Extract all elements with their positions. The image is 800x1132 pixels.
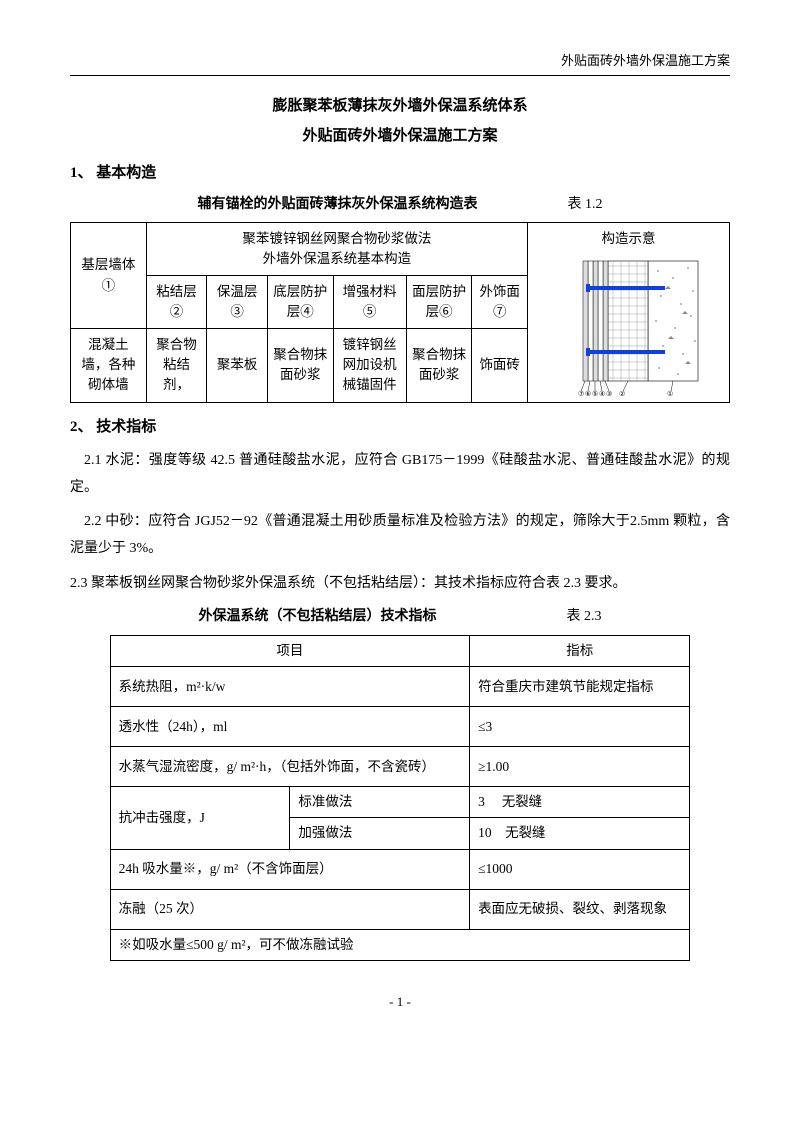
structure-diagram-icon: ⑦ ⑥ ⑤ ④ ③ ② ①: [553, 256, 703, 396]
cell-material-5: 镀锌钢丝网加设机械锚固件: [333, 329, 406, 403]
cell-standard-spec: 3 无裂缝: [470, 787, 690, 818]
cell-permeability: 透水性（24h），ml: [110, 707, 469, 747]
page-footer: - 1 -: [70, 991, 730, 1013]
cell-reinforced-method: 加强做法: [290, 818, 470, 849]
page-header: 外贴面砖外墙外保温施工方案: [70, 50, 730, 76]
cell-reinforced-spec: 10 无裂缝: [470, 818, 690, 849]
table-2-number: 表 2.3: [566, 605, 601, 629]
svg-text:③: ③: [606, 390, 612, 396]
table-row: 系统热阻，m²·k/w 符合重庆市建筑节能规定指标: [110, 667, 690, 707]
cell-diagram: 构造示意: [527, 223, 729, 402]
svg-text:④: ④: [599, 390, 605, 396]
cell-freeze-spec: 表面应无破损、裂纹、剥落现象: [470, 889, 690, 929]
table-row: 冻融（25 次） 表面应无破损、裂纹、剥落现象: [110, 889, 690, 929]
cell-material-3: 聚苯板: [207, 329, 268, 403]
table-1-number: 表 1.2: [568, 193, 603, 217]
cell-thermal-resistance: 系统热阻，m²·k/w: [110, 667, 469, 707]
svg-text:①: ①: [667, 390, 673, 396]
table-2-caption-row: 外保温系统（不包括粘结层）技术指标 表 2.3: [110, 605, 691, 629]
table-row: 项目 指标: [110, 635, 690, 666]
section-2-heading: 2、 技术指标: [70, 415, 730, 441]
paragraph-2-2: 2.2 中砂：应符合 JGJ52－92《普通混凝土用砂质量标准及检验方法》的规定…: [70, 509, 730, 562]
cell-material-6: 聚合物抹面砂浆: [406, 329, 472, 403]
svg-text:②: ②: [619, 390, 625, 396]
cell-vapor-density: 水蒸气湿流密度，g/ m²·h，（包括外饰面，不含瓷砖）: [110, 747, 469, 787]
section-1-heading: 1、 基本构造: [70, 161, 730, 187]
table-row: 基层墙体① 聚苯镀锌钢丝网聚合物砂浆做法 外墙外保温系统基本构造 构造示意: [71, 223, 730, 276]
cell-material-7: 饰面砖: [472, 329, 528, 403]
structure-table: 基层墙体① 聚苯镀锌钢丝网聚合物砂浆做法 外墙外保温系统基本构造 构造示意: [70, 222, 730, 402]
cell-layer-5: 增强材料⑤: [333, 276, 406, 329]
cell-permeability-spec: ≤3: [470, 707, 690, 747]
cell-wall-type: 混凝土墙，各种砌体墙: [71, 329, 147, 403]
cell-layer-2: 粘结层②: [146, 276, 207, 329]
spec-table: 项目 指标 系统热阻，m²·k/w 符合重庆市建筑节能规定指标 透水性（24h）…: [110, 635, 691, 961]
paragraph-2-1: 2.1 水泥：强度等级 42.5 普通硅酸盐水泥，应符合 GB175－1999《…: [70, 448, 730, 501]
table-row: 透水性（24h），ml ≤3: [110, 707, 690, 747]
cell-note: ※如吸水量≤500 g/ m²，可不做冻融试验: [110, 929, 690, 960]
svg-text:⑥: ⑥: [585, 390, 591, 396]
cell-water-spec: ≤1000: [470, 849, 690, 889]
cell-layer-6: 面层防护层⑥: [406, 276, 472, 329]
cell-thermal-spec: 符合重庆市建筑节能规定指标: [470, 667, 690, 707]
cell-material-2: 聚合物粘结剂，: [146, 329, 207, 403]
cell-layer-3: 保温层③: [207, 276, 268, 329]
cell-water-absorption: 24h 吸水量※，g/ m²（不含饰面层）: [110, 849, 469, 889]
table-row: 24h 吸水量※，g/ m²（不含饰面层） ≤1000: [110, 849, 690, 889]
table-2-caption: 外保温系统（不包括粘结层）技术指标: [198, 605, 436, 629]
cell-layer-4: 底层防护层④: [267, 276, 333, 329]
svg-text:⑤: ⑤: [592, 390, 598, 396]
cell-header-spec: 指标: [470, 635, 690, 666]
cell-material-4: 聚合物抹面砂浆: [267, 329, 333, 403]
table-row: ※如吸水量≤500 g/ m²，可不做冻融试验: [110, 929, 690, 960]
doc-title-1: 膨胀聚苯板薄抹灰外墙外保温系统体系: [70, 94, 730, 120]
cell-method-header: 聚苯镀锌钢丝网聚合物砂浆做法 外墙外保温系统基本构造: [146, 223, 527, 276]
table-1-caption-row: 辅有锚栓的外贴面砖薄抹灰外保温系统构造表 表 1.2: [70, 193, 730, 217]
paragraph-2-3: 2.3 聚苯板钢丝网聚合物砂浆外保温系统（不包括粘结层）：其技术指标应符合表 2…: [70, 571, 730, 598]
cell-freeze-thaw: 冻融（25 次）: [110, 889, 469, 929]
table-row: 水蒸气湿流密度，g/ m²·h，（包括外饰面，不含瓷砖） ≥1.00: [110, 747, 690, 787]
svg-text:⑦: ⑦: [578, 390, 584, 396]
cell-base-wall: 基层墙体①: [71, 223, 147, 329]
doc-title-2: 外贴面砖外墙外保温施工方案: [70, 124, 730, 150]
table-1-caption: 辅有锚栓的外贴面砖薄抹灰外保温系统构造表: [198, 193, 478, 217]
diagram-title: 构造示意: [532, 229, 725, 249]
cell-layer-7: 外饰面⑦: [472, 276, 528, 329]
cell-header-item: 项目: [110, 635, 469, 666]
cell-vapor-spec: ≥1.00: [470, 747, 690, 787]
cell-impact-strength: 抗冲击强度，J: [110, 787, 290, 850]
table-row: 抗冲击强度，J 标准做法 3 无裂缝: [110, 787, 690, 818]
cell-standard-method: 标准做法: [290, 787, 470, 818]
